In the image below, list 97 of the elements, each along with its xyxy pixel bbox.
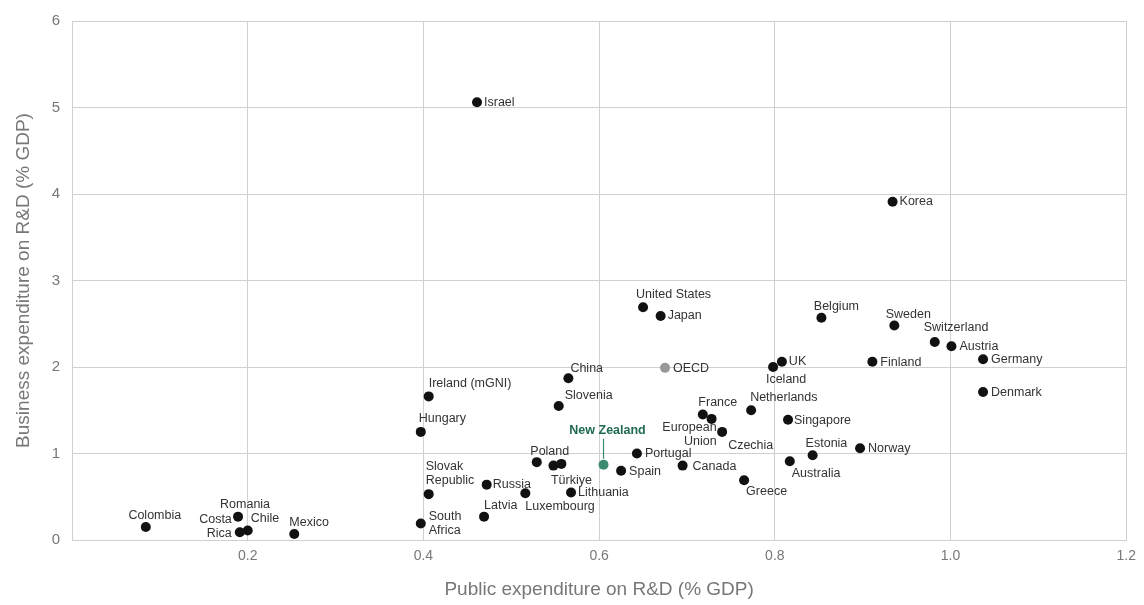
x-tick-label: 1.2 bbox=[1116, 547, 1137, 564]
point bbox=[423, 391, 434, 402]
annotation: United States bbox=[636, 286, 712, 301]
annotation: Australia bbox=[791, 465, 841, 480]
annotation: Finland bbox=[880, 355, 922, 370]
annotation: Hungary bbox=[418, 411, 467, 426]
annotation: South Africa bbox=[428, 509, 462, 538]
annotation: UK bbox=[788, 354, 807, 369]
point bbox=[472, 97, 483, 108]
point bbox=[140, 522, 151, 533]
point bbox=[655, 310, 666, 321]
point bbox=[479, 511, 490, 522]
annotation: Slovenia bbox=[564, 388, 613, 403]
annotation: Netherlands bbox=[750, 389, 818, 404]
point bbox=[563, 373, 574, 384]
point bbox=[520, 488, 531, 499]
annotation: Poland bbox=[530, 443, 570, 458]
annotation: Luxembourg bbox=[525, 498, 595, 513]
point bbox=[556, 458, 567, 469]
annotation: Korea bbox=[899, 194, 933, 209]
annotation: Germany bbox=[991, 351, 1044, 366]
point bbox=[746, 405, 757, 416]
annotation: OECD bbox=[673, 361, 710, 376]
annotation: Belgium bbox=[813, 299, 859, 314]
y-tick-label: 5 bbox=[51, 97, 60, 115]
annotation: Greece bbox=[746, 483, 788, 498]
annotation: Norway bbox=[868, 440, 912, 455]
y-tick-label: 3 bbox=[51, 270, 60, 288]
point bbox=[776, 356, 787, 367]
annotation: Japan bbox=[667, 308, 702, 323]
annotation: Slovak Republic bbox=[425, 458, 475, 487]
annotation: Costa Rica bbox=[199, 511, 232, 540]
point bbox=[855, 443, 866, 454]
annotation: Switzerland bbox=[923, 320, 989, 335]
point bbox=[598, 459, 609, 470]
point bbox=[638, 302, 649, 313]
point bbox=[631, 448, 642, 459]
annotation: Spain bbox=[629, 464, 662, 479]
annotation: France bbox=[698, 395, 738, 410]
point bbox=[887, 196, 898, 207]
annotation: Chile bbox=[250, 510, 280, 525]
annotation: Czechia bbox=[728, 438, 774, 453]
point bbox=[289, 528, 300, 539]
point bbox=[415, 518, 426, 529]
y-axis-title: Business expenditure on R&D (% GDP) bbox=[11, 113, 33, 448]
point bbox=[531, 457, 542, 468]
point bbox=[697, 409, 708, 420]
point bbox=[677, 460, 688, 471]
annotation: Russia bbox=[492, 477, 531, 492]
point bbox=[242, 525, 253, 536]
point bbox=[978, 354, 989, 365]
annotation: Ireland (mGNI) bbox=[428, 375, 512, 390]
point bbox=[768, 362, 779, 372]
point bbox=[807, 450, 818, 461]
annotation: Sweden bbox=[885, 306, 931, 321]
point bbox=[423, 489, 434, 500]
point bbox=[816, 312, 827, 323]
point bbox=[783, 414, 794, 425]
annotation: Latvia bbox=[484, 498, 518, 513]
annotation: Iceland bbox=[765, 372, 807, 387]
x-tick-label: 1.0 bbox=[940, 547, 961, 564]
x-tick-label: 0.8 bbox=[765, 547, 785, 564]
y-tick-label: 4 bbox=[51, 184, 60, 202]
annotation: New Zealand bbox=[569, 423, 646, 438]
annotation: Israel bbox=[484, 94, 515, 109]
point bbox=[717, 426, 728, 437]
point bbox=[233, 511, 244, 522]
point bbox=[929, 336, 940, 347]
x-tick-label: 0.6 bbox=[589, 547, 610, 564]
point bbox=[616, 465, 627, 476]
annotation: Colombia bbox=[128, 508, 182, 523]
y-tick-label: 1 bbox=[51, 443, 60, 461]
annotation: China bbox=[570, 360, 604, 375]
point bbox=[660, 362, 671, 373]
annotation: Austria bbox=[959, 338, 999, 353]
point bbox=[481, 479, 492, 490]
annotation: Singapore bbox=[794, 413, 852, 428]
point bbox=[566, 487, 577, 498]
point bbox=[784, 456, 795, 467]
point bbox=[553, 400, 564, 411]
point bbox=[889, 320, 900, 331]
annotation: Canada bbox=[692, 459, 737, 474]
point bbox=[978, 387, 989, 398]
point bbox=[739, 475, 750, 486]
y-tick-label: 2 bbox=[51, 357, 60, 375]
annotation: Romania bbox=[220, 497, 271, 512]
x-tick-label: 0.2 bbox=[237, 547, 258, 564]
annotation: Mexico bbox=[289, 515, 329, 530]
annotation: Estonia bbox=[805, 435, 848, 450]
point bbox=[946, 341, 957, 352]
annotation: Denmark bbox=[991, 384, 1043, 399]
x-tick-label: 0.4 bbox=[413, 547, 434, 564]
point bbox=[415, 426, 426, 437]
x-axis-title: Public expenditure on R&D (% GDP) bbox=[444, 577, 754, 599]
point bbox=[867, 356, 878, 367]
y-tick-label: 0 bbox=[51, 530, 60, 548]
y-tick-label: 6 bbox=[51, 11, 60, 29]
